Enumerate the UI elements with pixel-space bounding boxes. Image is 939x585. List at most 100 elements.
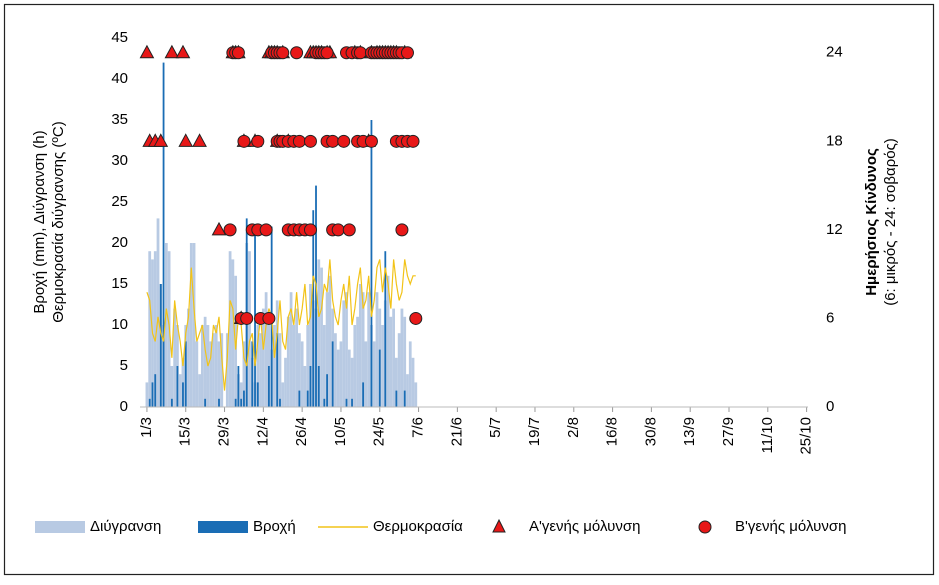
bar [248,251,251,407]
x-tick-label: 1/3 [138,417,155,438]
bar [386,275,390,407]
bar [182,382,184,407]
triangle-marker [164,44,180,59]
bar [239,382,243,407]
legend-swatch [492,518,506,533]
bar [292,325,296,407]
circle-marker [276,46,290,60]
y-tick-label: 45 [111,29,128,46]
bar [315,185,317,407]
circle-marker [292,134,306,148]
bar [256,325,260,407]
triangle-marker [192,133,207,147]
bar [397,333,401,407]
bar [400,308,404,407]
bar [187,308,190,407]
bar [259,333,262,407]
y2-tick-label: 6 [826,309,834,326]
x-tick-label: 16/8 [604,417,621,446]
triangle-marker [153,133,169,147]
bar [414,382,418,407]
bar [392,308,396,407]
x-tick-label: 27/9 [720,417,737,446]
x-tick-label: 10/5 [332,417,349,446]
y2-tick-label: 12 [826,221,843,238]
legend-label: Βροχή [253,518,296,535]
triangle-marker [178,133,194,147]
x-tick-label: 5/7 [487,417,504,438]
bar [148,398,151,407]
bar [326,374,328,407]
bar [406,374,409,407]
y-tick-label: 30 [111,152,128,169]
circle-marker [240,311,254,325]
bar [220,333,224,407]
bar [261,308,265,407]
legend-label: Β'γενής μόλυνση [735,518,846,535]
triangle-marker [175,44,191,59]
triangle-marker [139,44,155,59]
y-tick-label: 5 [120,357,128,374]
x-tick-label: 13/9 [681,417,698,446]
bar [295,308,298,407]
y2-axis-title: (6: μικρός - 24: σοβαρός) [882,138,899,306]
x-tick-label: 25/10 [798,417,815,455]
bar [189,243,193,407]
y2-tick-label: 18 [826,132,843,149]
bar [298,390,301,407]
bar [347,349,351,407]
bar [281,382,285,407]
bar [358,284,362,407]
bar [317,259,321,407]
bar [243,390,245,407]
bar [322,325,326,407]
bar [145,382,149,407]
bar [342,300,346,407]
y-tick-label: 20 [111,234,128,251]
bar [309,284,312,407]
x-tick-label: 24/5 [371,417,388,446]
circle-marker [303,134,317,148]
bar [176,366,179,407]
bar [225,333,229,407]
bar [278,333,282,407]
bar [331,341,334,407]
bar [279,398,281,407]
bar [286,316,290,407]
legend-label: Θερμοκρασία [373,518,463,535]
bar [297,333,301,407]
bar [320,267,323,407]
circle-marker [320,46,334,60]
bar [273,325,276,407]
bar [370,120,373,407]
circle-marker [223,223,237,237]
bar [242,341,246,407]
bar [334,333,337,407]
y2-tick-label: 24 [826,44,843,61]
bar [170,366,174,407]
circle-marker [303,223,317,237]
bar [162,62,165,407]
bar [353,325,357,407]
bar [164,243,168,407]
circle-marker [326,134,340,148]
bar [351,398,353,407]
bar [289,292,293,407]
bar [251,341,254,407]
bar [362,382,365,407]
bar [339,341,343,407]
bar [200,325,204,407]
bar [317,366,320,407]
bar [173,308,177,407]
bar [153,251,157,407]
bar [403,390,406,407]
chart-frame [3,3,935,576]
bar [256,382,259,407]
bar [228,251,232,407]
circle-marker [353,46,367,60]
bar [323,398,326,407]
bar [395,390,398,407]
y-axis-title: Θερμοκρασία διύγρανσης (ºC) [50,121,67,322]
x-tick-label: 19/7 [526,417,543,446]
